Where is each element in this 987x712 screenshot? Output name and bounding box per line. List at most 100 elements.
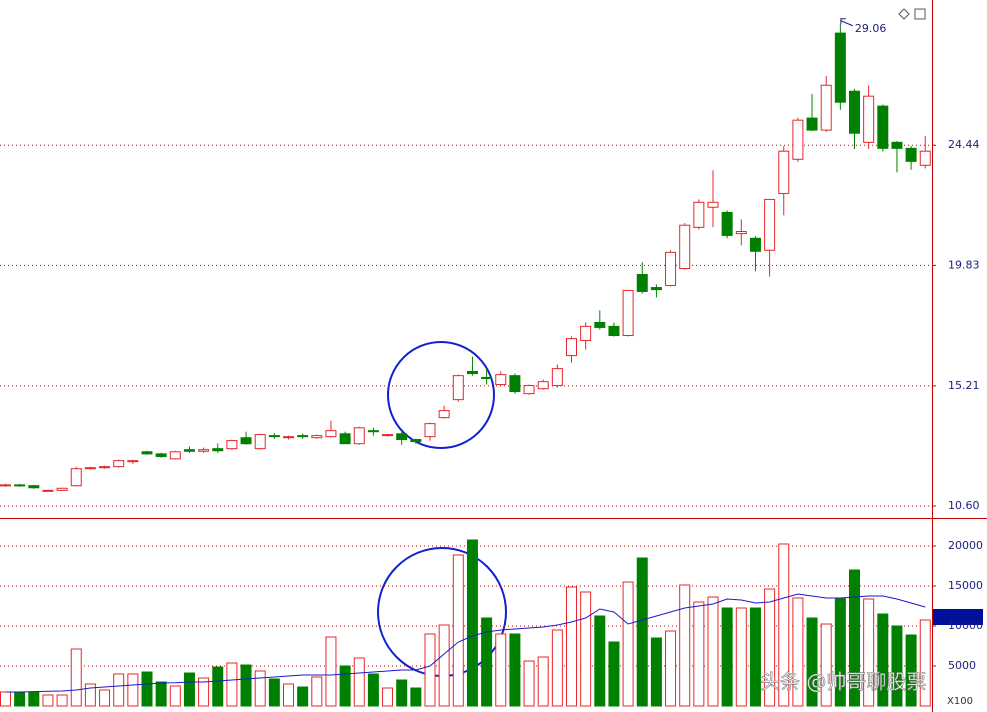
max-marker (840, 18, 854, 27)
candle-body (580, 325, 592, 341)
y-tick-label: 10.60 (948, 499, 980, 512)
volume-bar (56, 694, 68, 707)
candle-body (84, 467, 96, 470)
candle-body (155, 453, 167, 457)
candle-body (849, 90, 860, 134)
volume-bar (113, 673, 125, 707)
volume-bar (495, 633, 507, 707)
volume-bar (820, 623, 832, 707)
volume-bar (481, 617, 493, 707)
volume-bar (198, 677, 210, 707)
volume-bar (14, 691, 26, 707)
volume-bar (665, 630, 677, 707)
candle-body (339, 433, 351, 445)
candle-body (424, 423, 436, 438)
volume-bar (749, 607, 761, 707)
volume-bar (622, 581, 634, 707)
y-tick-label: 24.44 (948, 138, 980, 151)
candle-body (523, 385, 535, 395)
volume-bar (764, 588, 776, 707)
volume-bar (778, 543, 790, 707)
volume-bar (367, 673, 379, 707)
unit-label: X100 (947, 696, 973, 707)
candle-body (353, 427, 365, 445)
volume-bar (84, 683, 96, 707)
volume-bar (240, 664, 252, 707)
volume-bar (509, 633, 521, 707)
candle-body (297, 435, 309, 438)
y-tick-label: 5000 (948, 659, 976, 672)
volume-bar (99, 689, 111, 707)
toolbar-icons (898, 8, 926, 20)
y-tick-label: 15000 (948, 579, 983, 592)
candle-body (28, 485, 40, 489)
volume-bar (594, 615, 606, 707)
volume-bar (452, 554, 464, 707)
volume-bar (268, 678, 280, 707)
candle-body (749, 237, 761, 252)
candle-body (226, 440, 238, 450)
candle-body (99, 466, 111, 469)
watermark: 头条 @帅哥聊股票 (760, 670, 926, 694)
current-value-box (933, 609, 983, 625)
candle-body (509, 375, 521, 393)
volume-bar (891, 625, 903, 707)
volume-bar (537, 656, 549, 707)
candle-body (679, 224, 691, 270)
y-tick-label: 19.83 (948, 258, 980, 271)
y-tick-label: 10000 (948, 619, 983, 632)
volume-bar (863, 598, 875, 707)
volume-bar (424, 633, 436, 707)
volume-bar (466, 539, 478, 707)
y-tick-label: 15.21 (948, 379, 980, 392)
volume-bar (212, 666, 224, 707)
volume-bar (396, 679, 408, 707)
volume-bar (523, 660, 535, 707)
candle-body (14, 484, 26, 487)
candle-body (127, 460, 139, 463)
volume-bar (141, 671, 153, 707)
icon (914, 8, 926, 20)
candle-body (438, 410, 450, 419)
candle-body (466, 370, 478, 375)
candle-body (325, 430, 337, 438)
candle-body (0, 484, 11, 487)
volume-bar (28, 691, 40, 707)
volume-bar (707, 596, 719, 707)
volume-bar (226, 662, 238, 707)
volume-bar (254, 670, 266, 707)
candle-body (764, 198, 776, 251)
max-label: 29.06 (855, 22, 887, 35)
candle-body (254, 434, 266, 450)
volume-bar (127, 673, 139, 707)
candle-body (863, 95, 875, 143)
candle-body (396, 433, 408, 441)
y-tick-label: 20000 (948, 539, 983, 552)
candle-body (919, 150, 931, 166)
candle-body (495, 374, 507, 386)
volume-bar (650, 637, 662, 707)
candle-body (820, 84, 832, 131)
volume-bar (297, 686, 309, 707)
candle-body (410, 439, 422, 443)
candle-body (665, 251, 677, 286)
candle-body (367, 430, 379, 433)
candle-body (693, 201, 705, 228)
candle-body (778, 150, 790, 194)
volume-bar (636, 557, 648, 707)
volume-average-line (5, 593, 926, 693)
candle-body (877, 105, 889, 149)
volume-bar (792, 597, 804, 707)
candle-body (905, 147, 917, 162)
volume-bar (382, 687, 394, 707)
volume-bar (721, 607, 733, 707)
candle-body (650, 287, 662, 291)
volume-bar (877, 613, 889, 707)
volume-bar (410, 687, 422, 707)
volume-bar (325, 636, 337, 707)
candle-body (198, 449, 210, 452)
candle-body (452, 375, 464, 401)
candle-body (622, 289, 634, 337)
candle-body (721, 211, 733, 236)
candle-body (806, 117, 818, 131)
